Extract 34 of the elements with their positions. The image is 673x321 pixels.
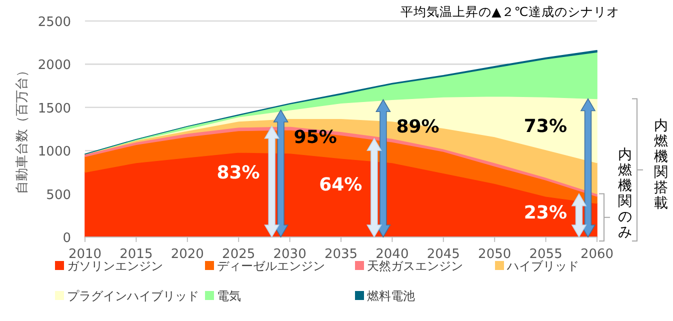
annotation: 64% — [319, 174, 362, 196]
annotation: 73% — [524, 116, 567, 137]
text: 内燃機関搭載 — [654, 118, 668, 212]
legend-label: ガソリンエンジン — [67, 259, 163, 273]
x-tick-label: 2030 — [273, 247, 306, 262]
x-tick-label: 2010 — [68, 247, 102, 262]
y-tick-label: 2000 — [38, 58, 71, 74]
legend-label: ディーゼルエンジン — [217, 259, 325, 273]
y-tick-label: 500 — [46, 188, 71, 203]
y-tick-label: 2500 — [38, 15, 71, 30]
x-tick-label: 2060 — [580, 247, 614, 262]
annotation: 23% — [524, 202, 567, 224]
x-tick-label: 2015 — [120, 247, 153, 262]
text: 内燃機関のみ — [618, 147, 632, 240]
annotation: 89% — [396, 116, 440, 138]
x-tick-label: 2055 — [529, 247, 562, 262]
legend-label: 電気 — [217, 289, 241, 303]
legend-label: ハイブリッド — [506, 259, 579, 273]
legend-label: 天然ガスエンジン — [367, 259, 463, 273]
chart-title: 平均気温上昇の▲２℃達成のシナリオ — [400, 4, 620, 19]
annotation: 95% — [294, 126, 337, 148]
x-tick-label: 2035 — [324, 247, 358, 262]
x-tick-label: 2040 — [376, 247, 409, 262]
annotation: 83% — [216, 162, 260, 184]
x-tick-label: 2020 — [170, 247, 204, 262]
y-tick-label: 1000 — [38, 144, 71, 160]
x-tick-label: 2050 — [478, 247, 512, 262]
legend-label: プラグインハイブリッド — [67, 289, 199, 303]
y-axis-title: 自動車台数（百万台） — [15, 64, 30, 194]
x-tick-label: 2025 — [222, 247, 256, 262]
y-tick-label: 0 — [62, 231, 71, 246]
x-tick-label: 2045 — [426, 247, 460, 262]
y-tick-label: 1500 — [38, 101, 71, 116]
legend-label: 燃料電池 — [367, 289, 415, 303]
